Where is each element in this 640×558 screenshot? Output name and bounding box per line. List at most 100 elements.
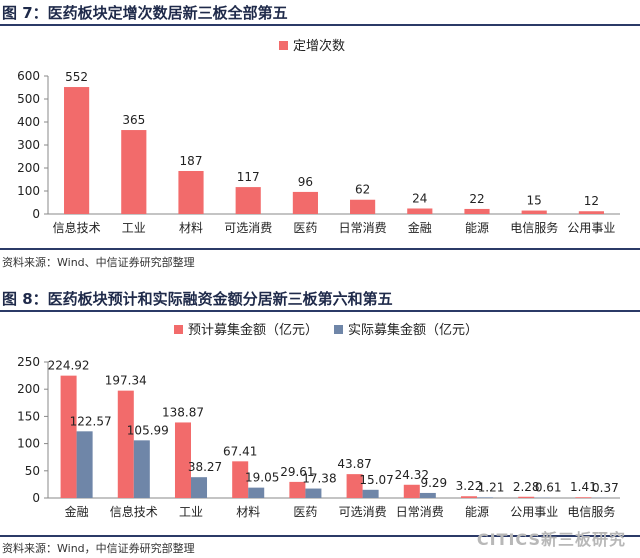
fig8-x-tick-label: 信息技术	[110, 504, 158, 519]
fig8-data-label: 2.28	[513, 480, 540, 494]
fig8-legend-label: 实际募集金额（亿元）	[348, 322, 478, 338]
fig8-legend-label: 预计募集金额（亿元）	[188, 322, 318, 338]
fig8-data-label: 224.92	[48, 359, 90, 373]
fig8-bar-actual	[362, 489, 379, 498]
fig7-legend-label: 定增次数	[293, 38, 345, 54]
fig7-data-label: 96	[298, 175, 313, 189]
fig8-y-tick-label: 50	[25, 464, 40, 478]
figure8-title: 图 8：医药板块预计和实际融资金额分居新三板第六和第五	[0, 286, 640, 310]
fig8-x-tick-label: 工业	[179, 505, 203, 519]
fig7-data-label: 117	[237, 170, 260, 184]
fig8-x-tick-label: 金融	[65, 504, 89, 519]
fig8-y-tick-label: 150	[17, 409, 40, 423]
fig8-data-label: 1.21	[478, 480, 505, 494]
fig7-data-label: 22	[469, 192, 484, 206]
fig7-x-tick-label: 材料	[179, 221, 203, 235]
fig8-data-label: 138.87	[162, 405, 204, 419]
figure8-chart: 0 50 100 150 200 250 预计募集金额（亿元） 实际募集金额（亿元） 224.9…	[17, 322, 620, 519]
fig8-bar-actual	[305, 488, 322, 498]
fig8-bar-planned	[460, 496, 477, 498]
fig7-y-tick-label: 300	[17, 138, 40, 152]
fig7-x-tick-label: 电信服务	[510, 220, 558, 235]
figure7-title: 图 7：医药板块定增次数居新三板全部第五	[0, 0, 640, 24]
fig7-data-label: 552	[65, 70, 88, 84]
fig8-x-tick-label: 可选消费	[339, 505, 387, 519]
fig8-data-label: 0.37	[592, 481, 619, 495]
figure7-title-text: 图 7：医药板块定增次数居新三板全部第五	[2, 4, 288, 22]
fig8-data-label: 0.61	[535, 481, 562, 495]
fig7-bar	[578, 211, 604, 214]
fig8-data-label: 19.05	[245, 471, 279, 485]
fig8-data-label: 43.87	[337, 457, 371, 471]
fig8-x-tick-label: 日常消费	[396, 505, 444, 519]
fig7-x-tick-label: 金融	[408, 220, 432, 235]
fig8-bar-planned	[60, 375, 77, 498]
fig8-x-tick-label: 医药	[293, 505, 317, 519]
fig8-data-label: 24.32	[395, 468, 429, 482]
fig8-bar-planned	[518, 496, 535, 498]
fig8-bar-actual	[133, 440, 150, 498]
fig7-bar	[521, 210, 547, 214]
fig8-data-label: 67.41	[223, 444, 257, 458]
fig7-data-label: 12	[584, 194, 599, 208]
fig8-data-label: 3.22	[456, 479, 483, 493]
fig8-bar-planned	[346, 474, 363, 498]
fig7-bar	[350, 199, 376, 214]
figure8-title-text: 图 8：医药板块预计和实际融资金额分居新三板第六和第五	[2, 290, 393, 308]
fig8-x-tick-label: 能源	[465, 505, 489, 519]
figure7-bottom-rule	[0, 248, 640, 250]
fig8-legend-swatch	[334, 325, 343, 334]
fig8-data-label: 9.29	[420, 476, 447, 490]
fig8-data-label: 197.34	[105, 374, 147, 388]
fig7-data-label: 24	[412, 191, 427, 205]
fig7-data-label: 62	[355, 183, 370, 197]
figure7-rule	[0, 24, 640, 26]
fig7-y-tick-label: 500	[17, 92, 40, 106]
fig8-bar-planned	[575, 497, 592, 498]
fig8-bar-planned	[232, 461, 249, 498]
fig8-bar-actual	[76, 431, 93, 498]
fig7-legend-swatch	[279, 41, 288, 50]
fig8-data-label: 29.61	[280, 465, 314, 479]
fig7-data-label: 187	[180, 154, 203, 168]
figure8-rule	[0, 310, 640, 312]
figure8-bottom-rule	[0, 535, 640, 537]
fig7-data-label: 15	[527, 194, 542, 208]
fig7-y-tick-label: 200	[17, 161, 40, 175]
fig7-y-tick-label: 400	[17, 115, 40, 129]
fig8-data-label: 15.07	[359, 473, 393, 487]
fig8-bar-actual	[191, 477, 208, 498]
fig7-y-tick-label: 100	[17, 184, 40, 198]
fig7-bar	[178, 170, 204, 214]
watermark: CITICS新三板研究	[476, 530, 626, 549]
fig8-bar-actual	[477, 497, 494, 498]
fig8-bar-actual	[419, 492, 436, 498]
fig8-data-label: 17.38	[302, 472, 336, 486]
fig7-bar	[235, 187, 261, 214]
fig7-data-label: 365	[122, 113, 145, 127]
fig7-bar	[64, 87, 90, 214]
fig8-x-tick-label: 公用事业	[510, 505, 558, 519]
fig7-bar	[407, 208, 433, 214]
fig8-bar-planned	[403, 484, 420, 498]
fig7-x-tick-label: 工业	[122, 221, 146, 235]
fig7-x-tick-label: 公用事业	[567, 221, 615, 235]
fig7-bar	[292, 191, 318, 214]
fig7-x-tick-label: 日常消费	[339, 221, 387, 235]
fig7-bar	[121, 130, 147, 214]
fig8-bar-planned	[117, 390, 134, 498]
fig7-y-tick-label: 600	[17, 69, 40, 83]
fig8-bar-planned	[174, 422, 191, 498]
fig8-y-tick-label: 100	[17, 437, 40, 451]
fig8-y-tick-label: 0	[32, 491, 40, 505]
fig8-data-label: 122.57	[70, 414, 112, 428]
figure7-source: 资料来源：Wind、中信证券研究部整理	[2, 256, 195, 269]
fig8-x-tick-label: 材料	[236, 505, 260, 519]
figure7-chart: 0 100 200 300 400 500 600 定增次数 552 信息技术 365 工业 187 材料…	[17, 38, 620, 235]
fig8-data-label: 1.41	[570, 480, 597, 494]
fig7-x-tick-label: 医药	[293, 221, 317, 235]
fig7-x-tick-label: 能源	[465, 221, 489, 235]
fig8-y-tick-label: 250	[17, 355, 40, 369]
figure8-source: 资料来源：Wind，中信证券研究部整理	[2, 542, 195, 555]
fig8-x-tick-label: 电信服务	[567, 504, 615, 519]
